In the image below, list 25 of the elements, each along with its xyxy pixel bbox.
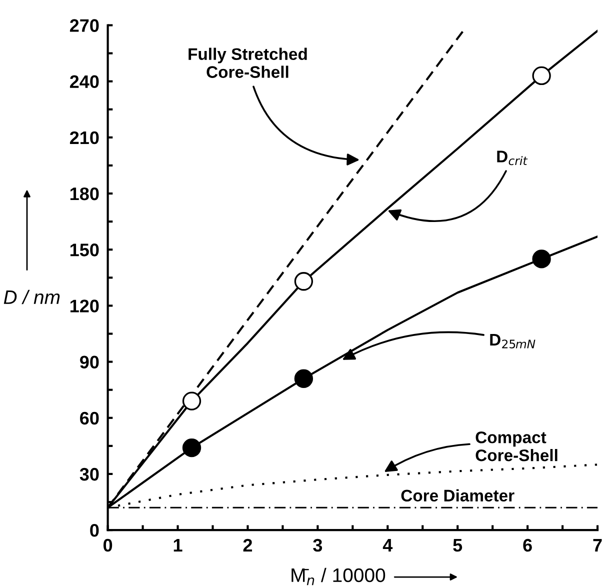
y-tick-label: 30 (80, 468, 99, 481)
x-tick-label: 4 (382, 539, 393, 552)
ref-line-label: Core Diameter (401, 489, 514, 502)
y-tick-label: 60 (80, 412, 99, 425)
y-tick-label: 210 (70, 131, 99, 144)
y-tick-label: 120 (70, 300, 99, 312)
x-tick-label: 5 (453, 539, 462, 552)
x-axis-title: M̄$_{n}$ / 10000 (292, 568, 386, 586)
x-tick-label: 3 (313, 538, 322, 552)
y-axis-title: D / nm (4, 290, 60, 304)
x-tick-label: 7 (593, 539, 602, 552)
annotation: Compact Core-Shell (476, 431, 558, 462)
y-tick-label: 0 (90, 524, 99, 537)
x-tick-label: 6 (523, 538, 532, 552)
annotation: D$_{25mN}$ (490, 334, 536, 348)
y-tick-label: 90 (80, 356, 99, 369)
y-tick-label: 180 (70, 187, 99, 200)
y-tick-label: 270 (70, 19, 99, 32)
y-tick-label: 150 (70, 244, 99, 256)
annotation: Fully Stretched Core-Shell (188, 48, 307, 78)
x-tick-label: 1 (174, 539, 182, 552)
x-tick-label: 2 (243, 538, 252, 552)
x-tick-label: 0 (103, 538, 112, 552)
y-tick-label: 240 (70, 75, 99, 88)
annotation: D$_{crit}$ (497, 150, 528, 166)
